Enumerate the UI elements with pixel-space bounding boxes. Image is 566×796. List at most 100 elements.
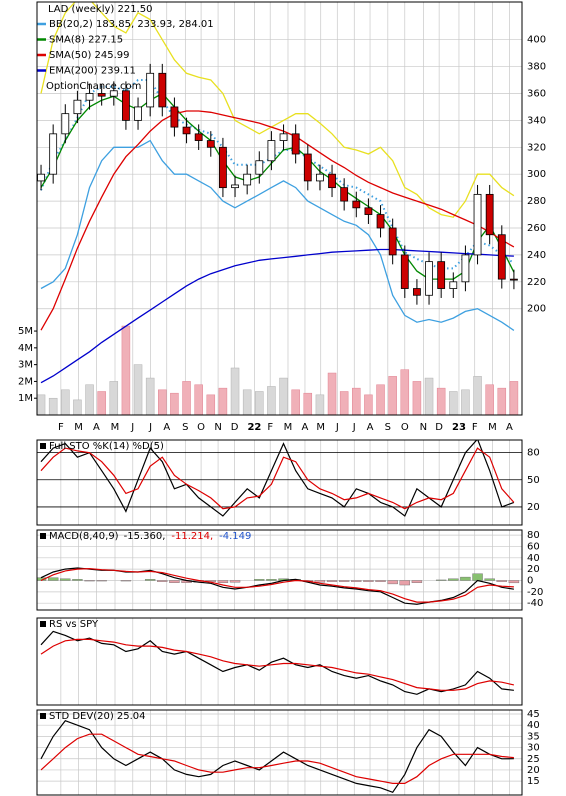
y-tick-label: 15 [527,776,540,787]
y-tick-label: 400 [527,35,546,46]
y-tick-label: 200 [527,304,546,315]
volume-bar [279,377,288,415]
line [40,447,515,510]
x-tick-label: D [231,422,239,433]
candle-body [231,184,239,189]
x-tick-label: 23 [452,422,466,433]
y-tick-label: 80 [527,448,540,459]
candle-body [328,173,336,189]
candle-body [400,254,409,289]
x-tick-label: M [74,422,83,433]
legend-label: SMA(50) 245.99 [49,50,130,61]
panel [37,618,522,705]
histogram-bar [72,579,83,581]
y-tick-label: 340 [527,115,546,126]
volume-bar [61,389,70,415]
x-tick-label: F [472,422,478,433]
candle-body [158,72,167,108]
volume-bar [376,384,385,415]
volume-bar [364,394,373,415]
candle-body [437,261,446,289]
histogram-bar [448,578,459,581]
candle-body [267,140,276,162]
candle-body [49,133,58,175]
candle-body [364,207,373,215]
candle-body [279,133,288,141]
histogram-bar [363,580,374,582]
x-tick-label: N [420,422,427,433]
volume-bar [97,391,106,415]
x-tick-label: A [506,422,513,433]
panel [37,440,522,525]
volume-bar [218,387,228,415]
candle-body [291,133,300,155]
histogram-bar [460,576,471,581]
line [40,139,515,331]
candle-body [485,193,494,236]
y-tick-label: 280 [527,196,546,207]
volume-tick-label: 4M [18,343,33,354]
y-tick-label: 50 [527,475,540,486]
volume-bar [194,384,203,415]
candle-body [170,106,179,128]
candle-body [85,93,94,101]
line [40,79,515,270]
volume-bar [352,387,361,415]
candle-body [219,146,227,189]
volume-bar [327,372,337,415]
candle-body [473,193,482,256]
volume-bar [109,381,119,415]
x-tick-label: M [316,422,325,433]
chart-title: LAD (weekly) 221.50 [48,4,152,15]
y-tick-label: 35 [527,731,540,742]
volume-bar [436,387,446,415]
volume-bar [255,391,264,415]
title-box [40,443,46,449]
histogram-bar [60,578,71,581]
panel-border [36,617,523,706]
candle-body [388,227,397,256]
line [40,2,515,218]
panel [37,2,522,415]
plot [40,440,515,517]
histogram-bar [314,580,326,583]
y-tick-label: 40 [527,553,540,564]
volume-bar [73,399,82,415]
y-tick-label: 60 [527,541,540,552]
candle-body [243,173,252,186]
plot [37,2,519,415]
histogram-bar [217,580,229,583]
volume-bar [242,389,252,415]
histogram-bar [508,580,520,584]
line [40,92,515,280]
y-tick-label: 320 [527,142,546,153]
histogram-bar [484,578,495,581]
histogram-bar [411,580,423,583]
y-tick-label: 0 [527,575,533,586]
candle-body [425,261,433,296]
volume-bar [121,325,131,415]
legend-value: -11.214, [171,531,213,542]
volume-bar [48,397,58,415]
x-tick-label: M [488,422,497,433]
y-tick-label: 20 [527,502,540,513]
candle-body [376,214,385,229]
volume-bar [158,389,167,415]
histogram-bar [266,579,277,581]
plot [40,719,514,794]
legend-value: -15.360, [124,531,166,542]
panel [37,530,522,610]
candle-body [316,173,324,182]
candle-body [413,288,421,296]
histogram-bar [229,580,241,583]
histogram-bar [254,579,265,581]
volume-bar [424,377,434,415]
panel-border [36,1,523,416]
volume-bar [497,387,507,415]
line [40,110,515,331]
plot [37,567,520,605]
candle-body [340,187,349,202]
volume-bar [170,392,179,415]
legend-label: SMA(8) 227.15 [49,35,123,46]
